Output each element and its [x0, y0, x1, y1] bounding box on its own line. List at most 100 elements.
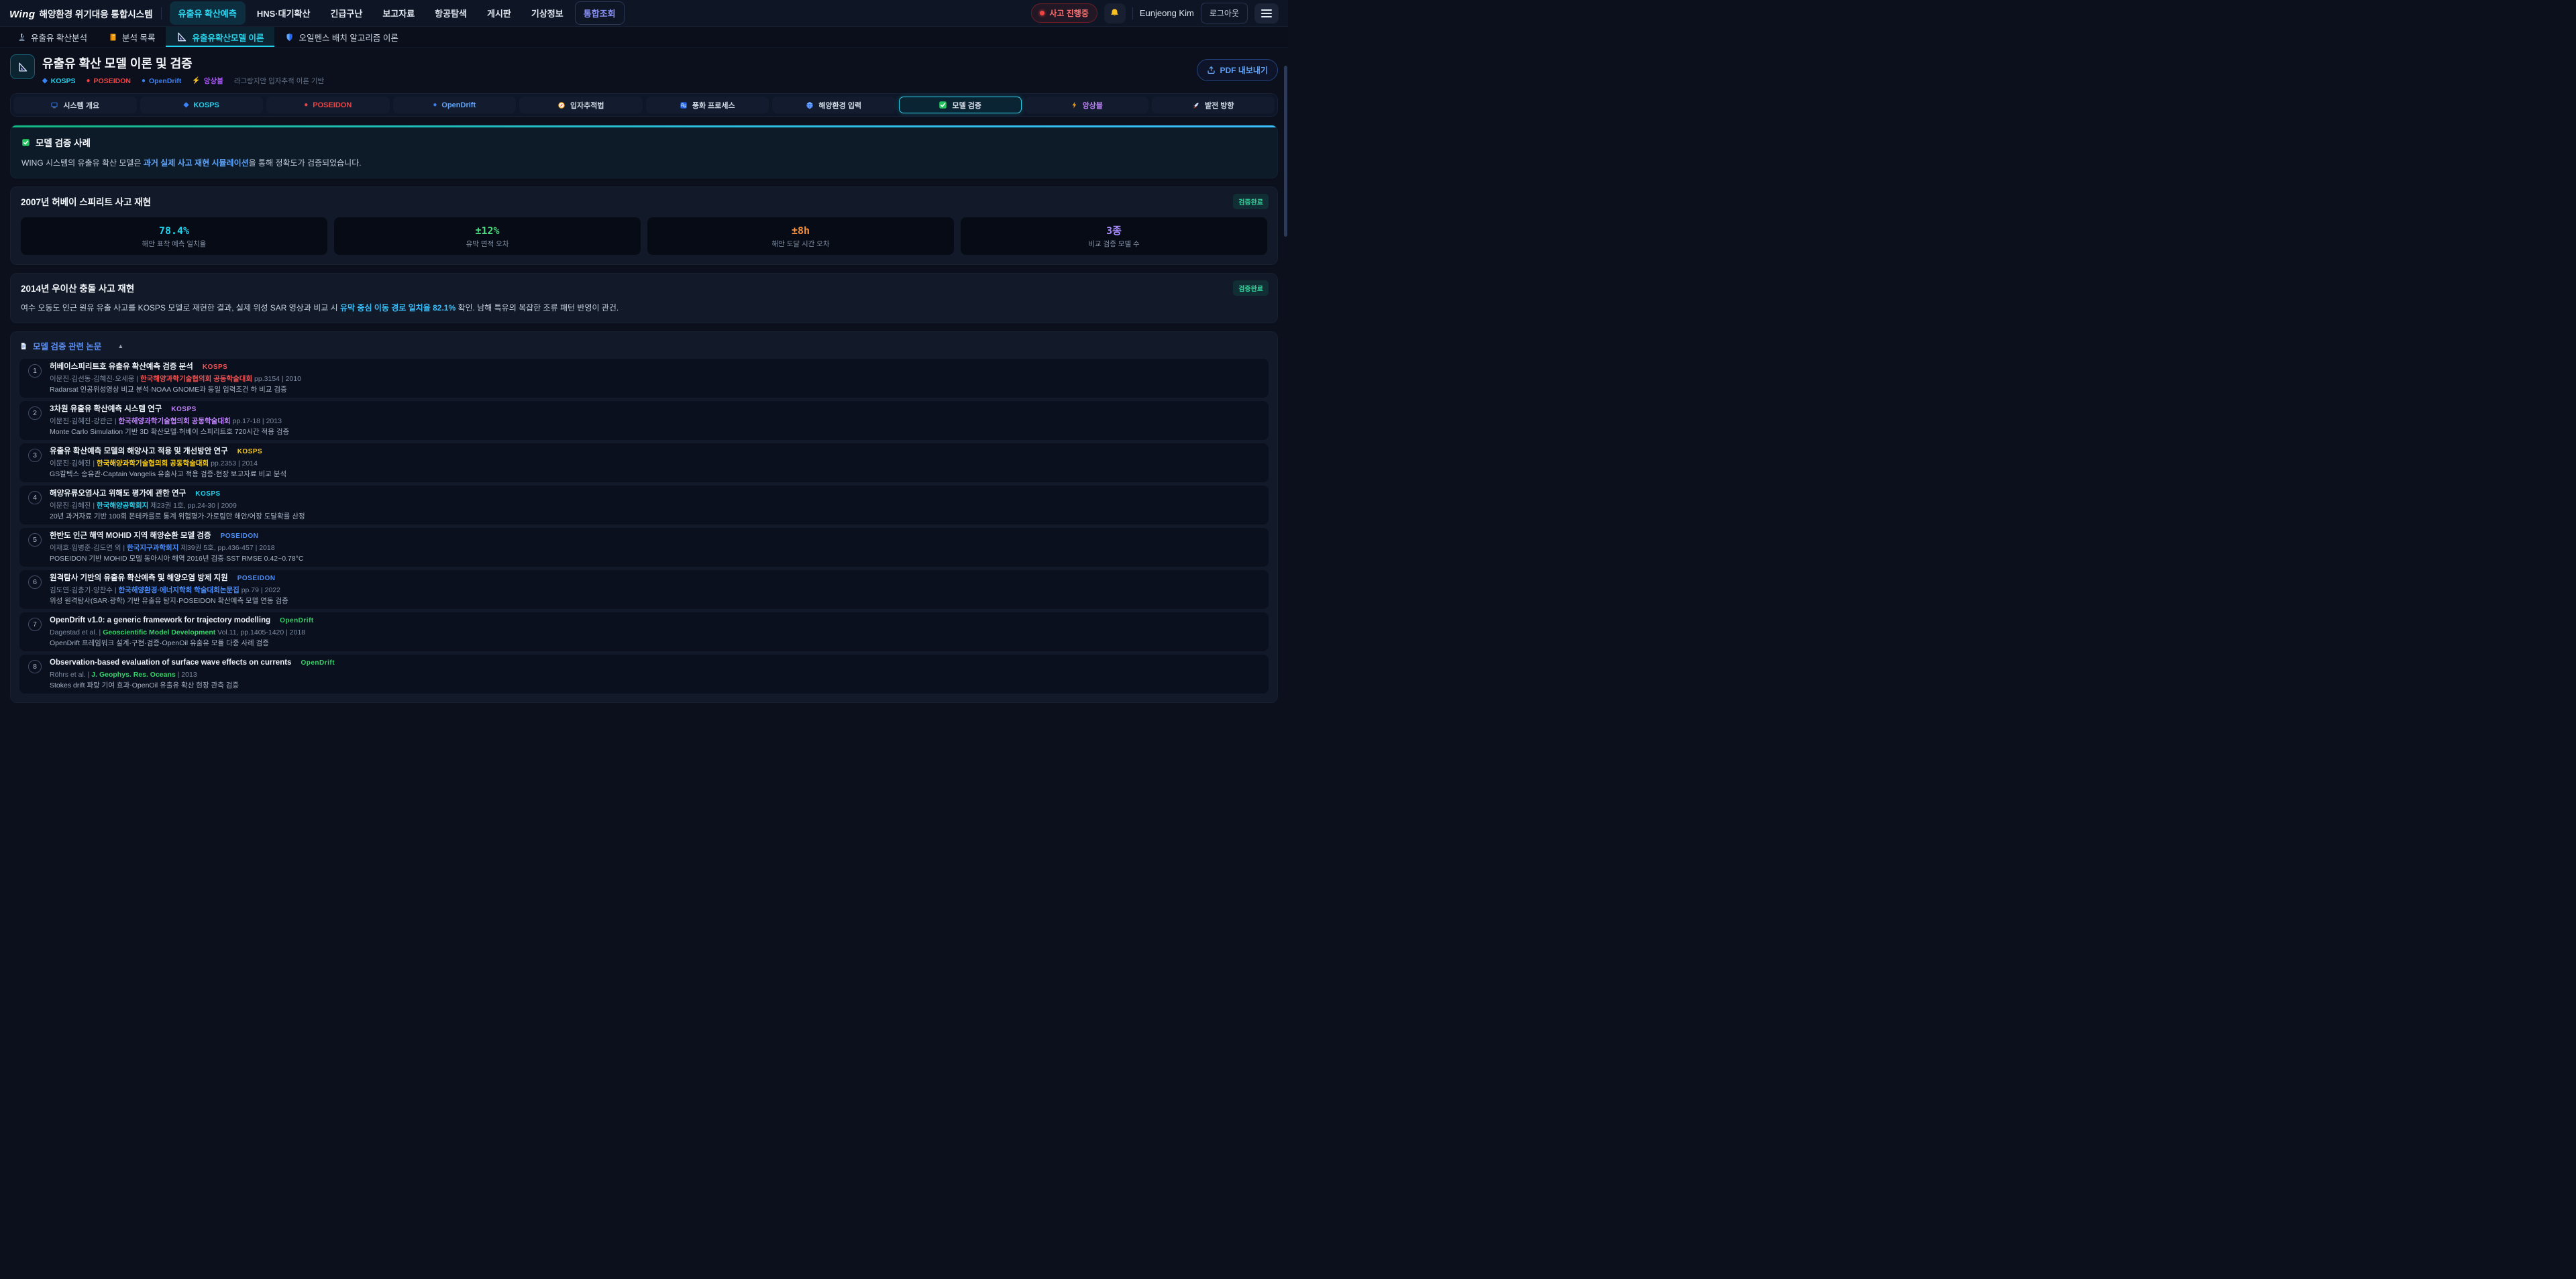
main-nav-tab[interactable]: 기상정보 — [531, 9, 564, 19]
main-nav-tab[interactable]: 유출유 확산예측 — [169, 1, 246, 25]
hamburger-menu-button[interactable] — [1254, 3, 1279, 23]
paper-row[interactable]: 5 한반도 인근 해역 MOHID 지역 해양순환 모델 검증 POSEIDON… — [19, 528, 1269, 567]
paper-description: OpenDrift 프레임워크 설계·구현·검증·OpenOil 유출유 모듈 … — [50, 639, 269, 647]
paper-journal-link[interactable]: 한국해양과학기술협의회 공동학술대회 — [140, 374, 253, 383]
toc-pill[interactable]: ◆ KOSPS — [140, 97, 263, 113]
papers-card: 모델 검증 관련 논문 ▲ 1 허베이스피리트호 유출유 확산예측 검증 분석 … — [10, 331, 1278, 703]
paper-journal-link[interactable]: J. Geophys. Res. Oceans — [91, 670, 176, 679]
marker-glyph: ⚡ — [192, 77, 201, 85]
verified-badge: 검증완료 — [1233, 194, 1269, 209]
toc-pill[interactable]: 시스템 개요 — [13, 97, 137, 113]
paper-model-tag: KOSPS — [171, 406, 197, 413]
model-badge: ◆ KOSPS — [42, 77, 75, 85]
paper-row[interactable]: 8 Observation-based evaluation of surfac… — [19, 655, 1269, 693]
validation-banner: 모델 검증 사례 WING 시스템의 유출유 확산 모델은 과거 실제 사고 재… — [10, 125, 1278, 178]
toc-pill[interactable]: 앙상블 — [1025, 97, 1148, 113]
logo-text: 해양환경 위기대응 통합시스템 — [39, 9, 153, 19]
paper-model-tag: KOSPS — [237, 448, 263, 455]
marker-glyph: ● — [304, 101, 309, 109]
paper-journal-link[interactable]: 한국해양공학회지 — [97, 501, 149, 510]
sub-tab[interactable]: 유출유 확산분석 — [7, 27, 98, 47]
incident-status-badge[interactable]: 사고 진행중 — [1031, 3, 1097, 23]
sub-tab[interactable]: 유출유확산모델 이론 — [166, 27, 275, 47]
main-nav-tab[interactable]: 통합조회 — [574, 1, 625, 25]
toc-pill-label: KOSPS — [193, 101, 219, 109]
banner-title: 모델 검증 사례 — [36, 138, 91, 148]
stat-value: 3종 — [1106, 225, 1122, 237]
toc-pill-label: 해양환경 입력 — [818, 101, 862, 110]
paper-journal-link[interactable]: 한국해양과학기술협의회 공동학술대회 — [97, 459, 209, 467]
paper-journal-link[interactable]: 한국해양환경·에너지학회 학술대회논문집 — [118, 586, 239, 594]
top-bar: Wing 해양환경 위기대응 통합시스템 유출유 확산예측 HNS·대기확산 긴급구… — [0, 0, 1288, 27]
main-nav-tab[interactable]: 긴급구난 — [330, 9, 363, 19]
banner-link[interactable]: 과거 실제 사고 재현 시뮬레이션 — [143, 158, 249, 168]
divider — [160, 7, 162, 19]
paper-title: 유출유 확산예측 모델의 해양사고 적용 및 개선방안 연구 — [50, 447, 228, 455]
toc-pill-label: 모델 검증 — [952, 101, 982, 110]
main-nav-tab[interactable]: 보고자료 — [382, 9, 415, 19]
case-card-wuyisan: 2014년 우이산 충돌 사고 재현 검증완료 여수 오동도 인근 원유 유출 … — [10, 273, 1278, 323]
main-nav-tab[interactable]: HNS·대기확산 — [256, 9, 311, 19]
toc-pill[interactable]: 풍화 프로세스 — [645, 97, 769, 113]
notification-bell-button[interactable] — [1104, 3, 1126, 23]
globe-icon — [806, 101, 814, 109]
paper-journal-link[interactable]: 한국지구과학회지 — [127, 543, 179, 552]
section-toc: 시스템 개요 ◆ KOSPS ● POSEIDON ● OpenDrift 입자추적법 풍화 프… — [10, 93, 1278, 117]
paper-journal-link[interactable]: 한국해양과학기술협의회 공동학술대회 — [118, 416, 231, 425]
stat-label: 해안 표착 예측 일치율 — [142, 240, 207, 248]
paper-row[interactable]: 1 허베이스피리트호 유출유 확산예측 검증 분석 KOSPS 이문진·김선동·… — [19, 359, 1269, 398]
papers-header[interactable]: 모델 검증 관련 논문 ▲ — [19, 339, 1269, 352]
main-nav-tab[interactable]: 게시판 — [487, 9, 511, 19]
export-icon — [1207, 66, 1216, 74]
paper-row[interactable]: 6 원격탐사 기반의 유출유 확산예측 및 해양오염 방제 지원 POSEIDO… — [19, 570, 1269, 609]
stat-label: 비교 검증 모델 수 — [1088, 240, 1140, 248]
toc-pill[interactable]: 해양환경 입력 — [772, 97, 896, 113]
sub-tab-label: 유출유확산모델 이론 — [192, 33, 264, 43]
toc-pill[interactable]: ● OpenDrift — [392, 97, 516, 113]
paper-title: 해양유류오염사고 위해도 평가에 관한 연구 — [50, 490, 186, 498]
toc-pill[interactable]: 입자추적법 — [519, 97, 643, 113]
paper-number: 8 — [28, 660, 42, 673]
paper-row[interactable]: 3 유출유 확산예측 모델의 해양사고 적용 및 개선방안 연구 KOSPS 이… — [19, 443, 1269, 482]
check-icon — [938, 101, 947, 109]
gradient-strip — [11, 125, 1277, 127]
collapse-caret-icon[interactable]: ▲ — [117, 342, 124, 349]
paper-row[interactable]: 4 해양유류오염사고 위해도 평가에 관한 연구 KOSPS 이문진·김혜진 |… — [19, 486, 1269, 524]
paper-journal-link[interactable]: Geoscientific Model Development — [103, 628, 216, 636]
bell-icon — [1110, 8, 1120, 18]
paper-row[interactable]: 2 3차원 유출유 확산예측 시스템 연구 KOSPS 이문진·김혜진·강관근 … — [19, 401, 1269, 440]
paper-meta: Röhrs et al. | J. Geophys. Res. Oceans |… — [50, 670, 197, 679]
scrollbar[interactable] — [1284, 0, 1287, 639]
compass-icon — [557, 101, 566, 109]
marker-glyph: ● — [141, 77, 146, 85]
sub-tab[interactable]: 오일펜스 배치 알고리즘 이론 — [274, 27, 409, 47]
toc-pill-label: 풍화 프로세스 — [692, 101, 735, 110]
main-nav-tab[interactable]: 항공탐색 — [435, 9, 467, 19]
paper-model-tag: POSEIDON — [237, 575, 276, 582]
page-title: 유출유 확산 모델 이론 및 검증 — [42, 57, 193, 70]
model-badge: ● OpenDrift — [142, 77, 181, 85]
paper-title: Observation-based evaluation of surface … — [50, 659, 292, 667]
case2-title: 2014년 우이산 충돌 사고 재현 — [21, 284, 135, 294]
scrollbar-thumb[interactable] — [1284, 66, 1287, 237]
pdf-export-button[interactable]: PDF 내보내기 — [1196, 59, 1278, 81]
toc-pill[interactable]: 모델 검증 — [898, 97, 1022, 113]
stat-box: 3종 비교 검증 모델 수 — [961, 217, 1267, 255]
paper-title: OpenDrift v1.0: a generic framework for … — [50, 616, 271, 624]
sub-tab[interactable]: 분석 목록 — [98, 27, 166, 47]
logout-button[interactable]: 로그아웃 — [1200, 3, 1248, 23]
stat-box: 78.4% 해안 표착 예측 일치율 — [21, 217, 327, 255]
toc-pill[interactable]: ● POSEIDON — [266, 97, 390, 113]
model-badge: ● POSEIDON — [86, 77, 130, 85]
paper-number: 5 — [28, 533, 42, 547]
top-right-cluster: 사고 진행중 Eunjeong Kim 로그아웃 — [1031, 3, 1279, 23]
model-badge-label: OpenDrift — [149, 76, 182, 85]
page-content: 유출유 확산 모델 이론 및 검증 ◆ KOSPS ● POSEIDON ● OpenDr… — [0, 48, 1288, 703]
toc-pill-label: 입자추적법 — [570, 101, 604, 110]
sub-tab-label: 유출유 확산분석 — [31, 33, 87, 43]
title-block: 유출유 확산 모델 이론 및 검증 ◆ KOSPS ● POSEIDON ● OpenDr… — [42, 54, 324, 86]
paper-row[interactable]: 7 OpenDrift v1.0: a generic framework fo… — [19, 612, 1269, 651]
sub-tab-bar: 유출유 확산분석 분석 목록 유출유확산모델 이론 오일펜스 배치 알고리즘 이론 — [0, 27, 1288, 48]
toc-pill[interactable]: 발전 방향 — [1151, 97, 1275, 113]
paper-description: 20년 과거자료 기반 100회 몬테카를로 통계 위험평가·가로림만 해안/어… — [50, 512, 305, 520]
